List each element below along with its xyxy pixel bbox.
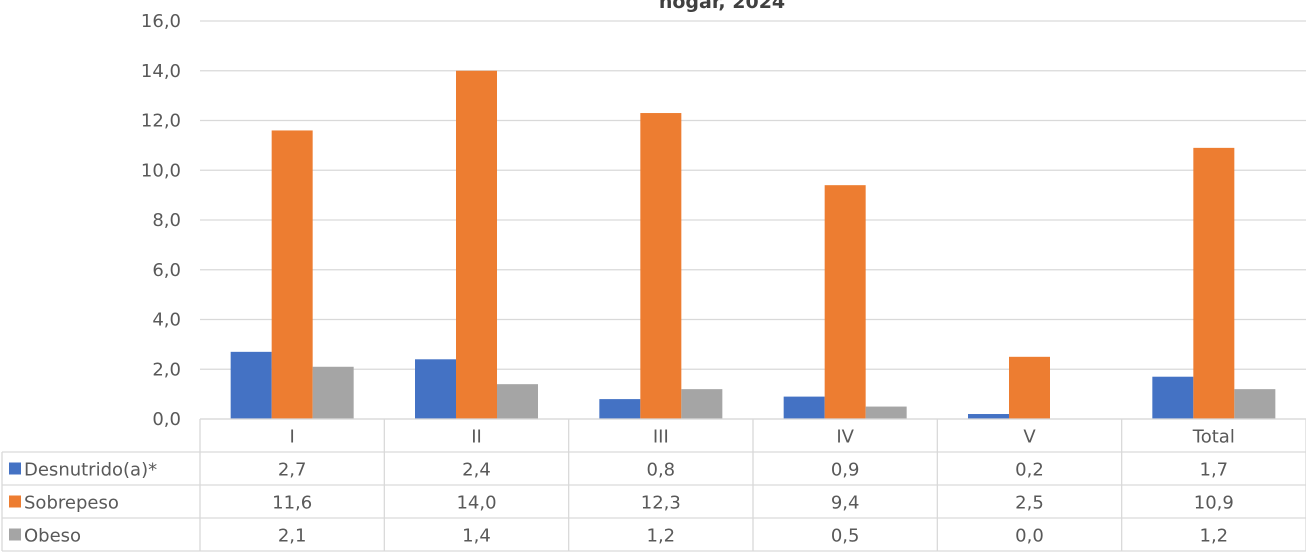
- data-label: 0,2: [1015, 460, 1044, 481]
- data-label: 2,5: [1015, 493, 1044, 514]
- data-label: 12,3: [641, 493, 681, 514]
- bar-desnutridoa: [415, 359, 456, 419]
- bar-sobrepeso: [456, 70, 497, 419]
- data-label: 0,9: [831, 460, 860, 481]
- x-tick-label: Total: [1192, 427, 1235, 448]
- data-label: 2,4: [462, 460, 491, 481]
- data-label: 2,7: [278, 460, 307, 481]
- data-label: 11,6: [272, 493, 312, 514]
- y-tick-label: 12,0: [141, 111, 181, 132]
- bar-desnutridoa: [599, 399, 641, 419]
- y-tick-label: 8,0: [152, 210, 181, 231]
- bar-desnutridoa: [230, 351, 272, 419]
- data-label: 1,2: [1200, 526, 1229, 547]
- bar-desnutridoa: [1152, 376, 1194, 419]
- y-tick-label: 0,0: [152, 409, 181, 430]
- bar-desnutridoa: [968, 414, 1009, 419]
- bars: [230, 70, 1276, 420]
- data-label: 0,0: [1015, 526, 1044, 547]
- data-label: 1,7: [1200, 460, 1229, 481]
- bar-obeso: [681, 389, 723, 419]
- legend-label: Desnutrido(a)*: [24, 460, 157, 481]
- bar-obeso: [865, 406, 907, 419]
- gridlines: [200, 20, 1306, 420]
- x-tick-label: V: [1023, 427, 1036, 448]
- legend-label: Obeso: [24, 526, 81, 547]
- bar-sobrepeso: [824, 185, 866, 419]
- legend-swatch: [9, 462, 21, 475]
- data-label: 9,4: [831, 493, 860, 514]
- data-label: 2,1: [278, 526, 307, 547]
- chart-title: hogar, 2024: [659, 0, 785, 13]
- legend-swatch: [9, 495, 21, 508]
- data-label: 14,0: [456, 493, 496, 514]
- data-label: 1,2: [647, 526, 676, 547]
- bar-obeso: [312, 366, 354, 419]
- y-tick-label: 10,0: [141, 160, 181, 181]
- y-tick-label: 4,0: [152, 310, 181, 331]
- legend-label: Sobrepeso: [24, 493, 119, 514]
- data-label: 0,5: [831, 526, 860, 547]
- y-tick-label: 14,0: [141, 61, 181, 82]
- data-label: 1,4: [462, 526, 491, 547]
- bar-desnutridoa: [783, 396, 825, 419]
- bar-sobrepeso: [1193, 147, 1235, 420]
- bar-obeso: [497, 384, 538, 419]
- y-tick-label: 16,0: [141, 11, 181, 32]
- data-label: 0,8: [647, 460, 676, 481]
- bar-sobrepeso: [1009, 356, 1050, 419]
- y-tick-label: 2,0: [152, 359, 181, 380]
- x-tick-label: II: [471, 427, 482, 448]
- data-label: 10,9: [1194, 493, 1234, 514]
- bar-sobrepeso: [640, 113, 682, 419]
- bar-obeso: [1234, 389, 1276, 419]
- y-tick-label: 6,0: [152, 260, 181, 281]
- y-axis: 0,0 2,0 4,0 6,0 8,0 10,0 12,0 14,0 16,0: [141, 11, 181, 430]
- x-tick-label: III: [653, 427, 669, 448]
- x-tick-label: I: [290, 427, 295, 448]
- bar-sobrepeso: [271, 130, 313, 419]
- legend-swatch: [9, 528, 21, 541]
- x-tick-label: IV: [836, 427, 854, 448]
